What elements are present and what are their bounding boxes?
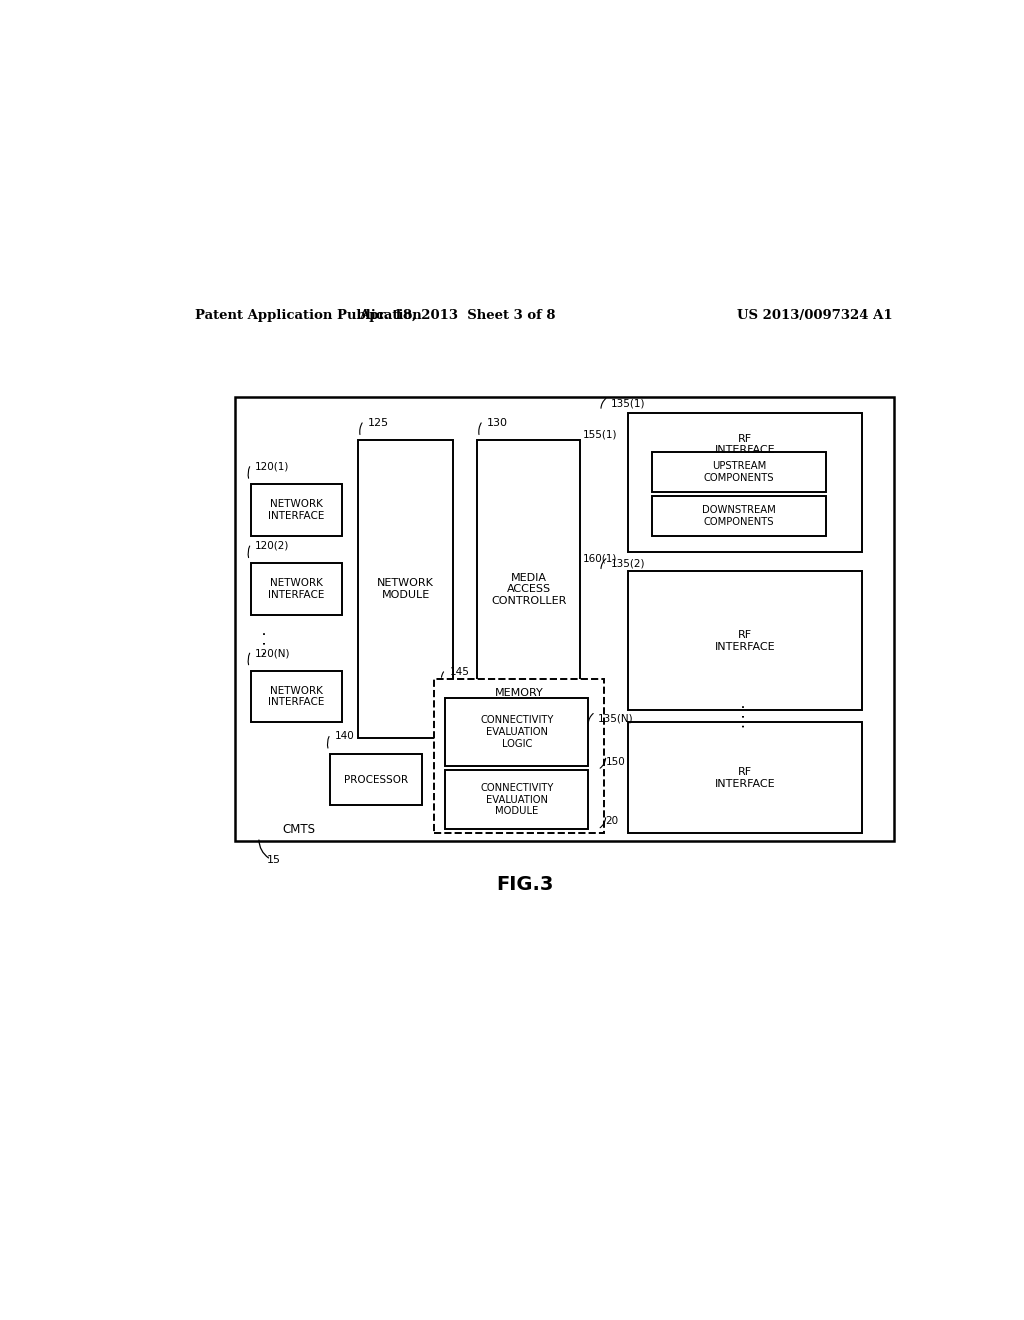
Text: 155(1): 155(1) — [583, 429, 617, 440]
Text: 135(2): 135(2) — [610, 558, 645, 569]
Text: FIG.3: FIG.3 — [496, 875, 554, 895]
Text: 150: 150 — [606, 756, 626, 767]
Text: MEDIA
ACCESS
CONTROLLER: MEDIA ACCESS CONTROLLER — [492, 573, 566, 606]
Bar — [652, 453, 826, 492]
Text: CMTS: CMTS — [283, 822, 315, 836]
Text: NETWORK
INTERFACE: NETWORK INTERFACE — [268, 578, 325, 601]
Text: PROCESSOR: PROCESSOR — [344, 775, 408, 784]
Bar — [628, 572, 862, 710]
Text: Patent Application Publication: Patent Application Publication — [196, 309, 422, 322]
Text: 145: 145 — [450, 667, 469, 677]
Text: MEMORY: MEMORY — [495, 688, 543, 698]
Text: RF
INTERFACE: RF INTERFACE — [715, 630, 775, 652]
Text: Apr. 18, 2013  Sheet 3 of 8: Apr. 18, 2013 Sheet 3 of 8 — [359, 309, 556, 322]
Bar — [445, 698, 589, 766]
Bar — [236, 397, 894, 841]
Text: 130: 130 — [486, 418, 508, 428]
Text: NETWORK
INTERFACE: NETWORK INTERFACE — [268, 685, 325, 708]
Text: RF
INTERFACE: RF INTERFACE — [715, 433, 775, 455]
Text: 120(1): 120(1) — [255, 462, 290, 471]
Text: RF
INTERFACE: RF INTERFACE — [715, 767, 775, 788]
Bar — [628, 722, 862, 833]
Bar — [251, 671, 342, 722]
Bar — [251, 484, 342, 536]
Bar — [445, 770, 589, 829]
Bar — [358, 441, 454, 738]
Text: US 2013/0097324 A1: US 2013/0097324 A1 — [736, 309, 892, 322]
Text: DOWNSTREAM
COMPONENTS: DOWNSTREAM COMPONENTS — [702, 506, 776, 527]
Bar — [433, 678, 604, 833]
Text: · · ·: · · · — [737, 704, 753, 729]
Text: 140: 140 — [334, 731, 354, 742]
Text: 20: 20 — [606, 816, 618, 826]
Bar — [628, 413, 862, 552]
Text: 135(N): 135(N) — [598, 713, 634, 723]
Text: CONNECTIVITY
EVALUATION
LOGIC: CONNECTIVITY EVALUATION LOGIC — [480, 715, 554, 748]
Bar — [331, 754, 422, 805]
Text: 15: 15 — [267, 855, 281, 866]
Text: 125: 125 — [368, 418, 389, 428]
Bar — [477, 441, 581, 738]
Text: 160(1): 160(1) — [583, 553, 617, 564]
Text: 135(1): 135(1) — [610, 399, 645, 408]
Text: UPSTREAM
COMPONENTS: UPSTREAM COMPONENTS — [703, 462, 774, 483]
Text: 120(N): 120(N) — [255, 648, 291, 659]
Text: NETWORK
MODULE: NETWORK MODULE — [377, 578, 434, 601]
Text: NETWORK
INTERFACE: NETWORK INTERFACE — [268, 499, 325, 520]
Bar — [251, 564, 342, 615]
Text: · · ·: · · · — [259, 631, 274, 655]
Text: CONNECTIVITY
EVALUATION
MODULE: CONNECTIVITY EVALUATION MODULE — [480, 783, 554, 816]
Bar — [652, 496, 826, 536]
Text: 120(2): 120(2) — [255, 541, 290, 550]
